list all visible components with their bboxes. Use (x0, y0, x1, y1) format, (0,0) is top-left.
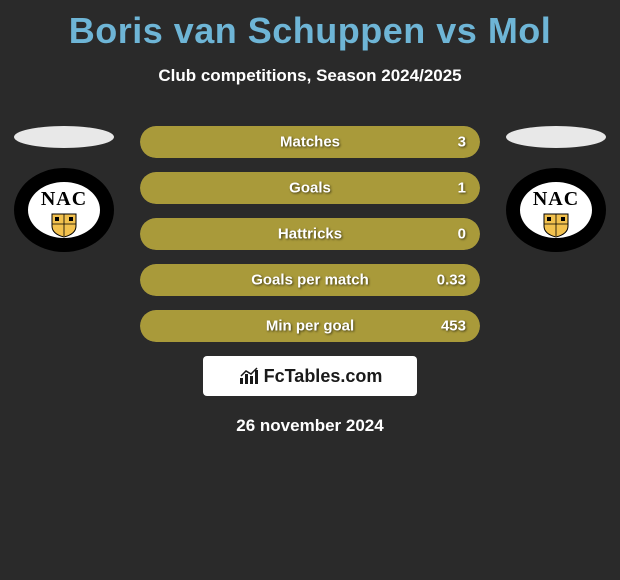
stat-row: Min per goal 453 (140, 310, 480, 342)
stat-value: 0.33 (437, 272, 466, 289)
player-shadow-ellipse (14, 126, 114, 148)
stat-value: 3 (458, 134, 466, 151)
brand-badge: FcTables.com (203, 356, 417, 396)
subtitle: Club competitions, Season 2024/2025 (0, 66, 620, 86)
left-player-col: NAC (8, 126, 120, 252)
brand-text: FcTables.com (264, 366, 383, 387)
stat-label: Goals per match (251, 272, 369, 289)
stat-value: 453 (441, 318, 466, 335)
page-title: Boris van Schuppen vs Mol (0, 0, 620, 52)
stat-value: 1 (458, 180, 466, 197)
content-area: NAC NAC Matches3Goals1Hattricks0Goal (0, 126, 620, 436)
badge-shield-icon (542, 212, 570, 238)
brand-chart-icon (238, 366, 260, 386)
stat-row: Goals 1 (140, 172, 480, 204)
stat-label: Min per goal (266, 318, 354, 335)
stat-label: Hattricks (278, 226, 342, 243)
badge-text: NAC (14, 188, 114, 211)
stat-row: Hattricks 0 (140, 218, 480, 250)
right-player-col: NAC (500, 126, 612, 252)
club-badge-right: NAC (506, 168, 606, 252)
club-badge-left: NAC (14, 168, 114, 252)
stat-label: Goals (289, 180, 331, 197)
stat-label: Matches (280, 134, 340, 151)
footer-date: 26 november 2024 (0, 416, 620, 436)
stat-row: Goals per match 0.33 (140, 264, 480, 296)
stat-value: 0 (458, 226, 466, 243)
stat-row: Matches 3 (140, 126, 480, 158)
badge-shield-icon (50, 212, 78, 238)
stats-bars: Matches 3 Goals 1 Hattricks 0 Goals per match 0… (140, 126, 480, 342)
player-shadow-ellipse (506, 126, 606, 148)
badge-text: NAC (506, 188, 606, 211)
